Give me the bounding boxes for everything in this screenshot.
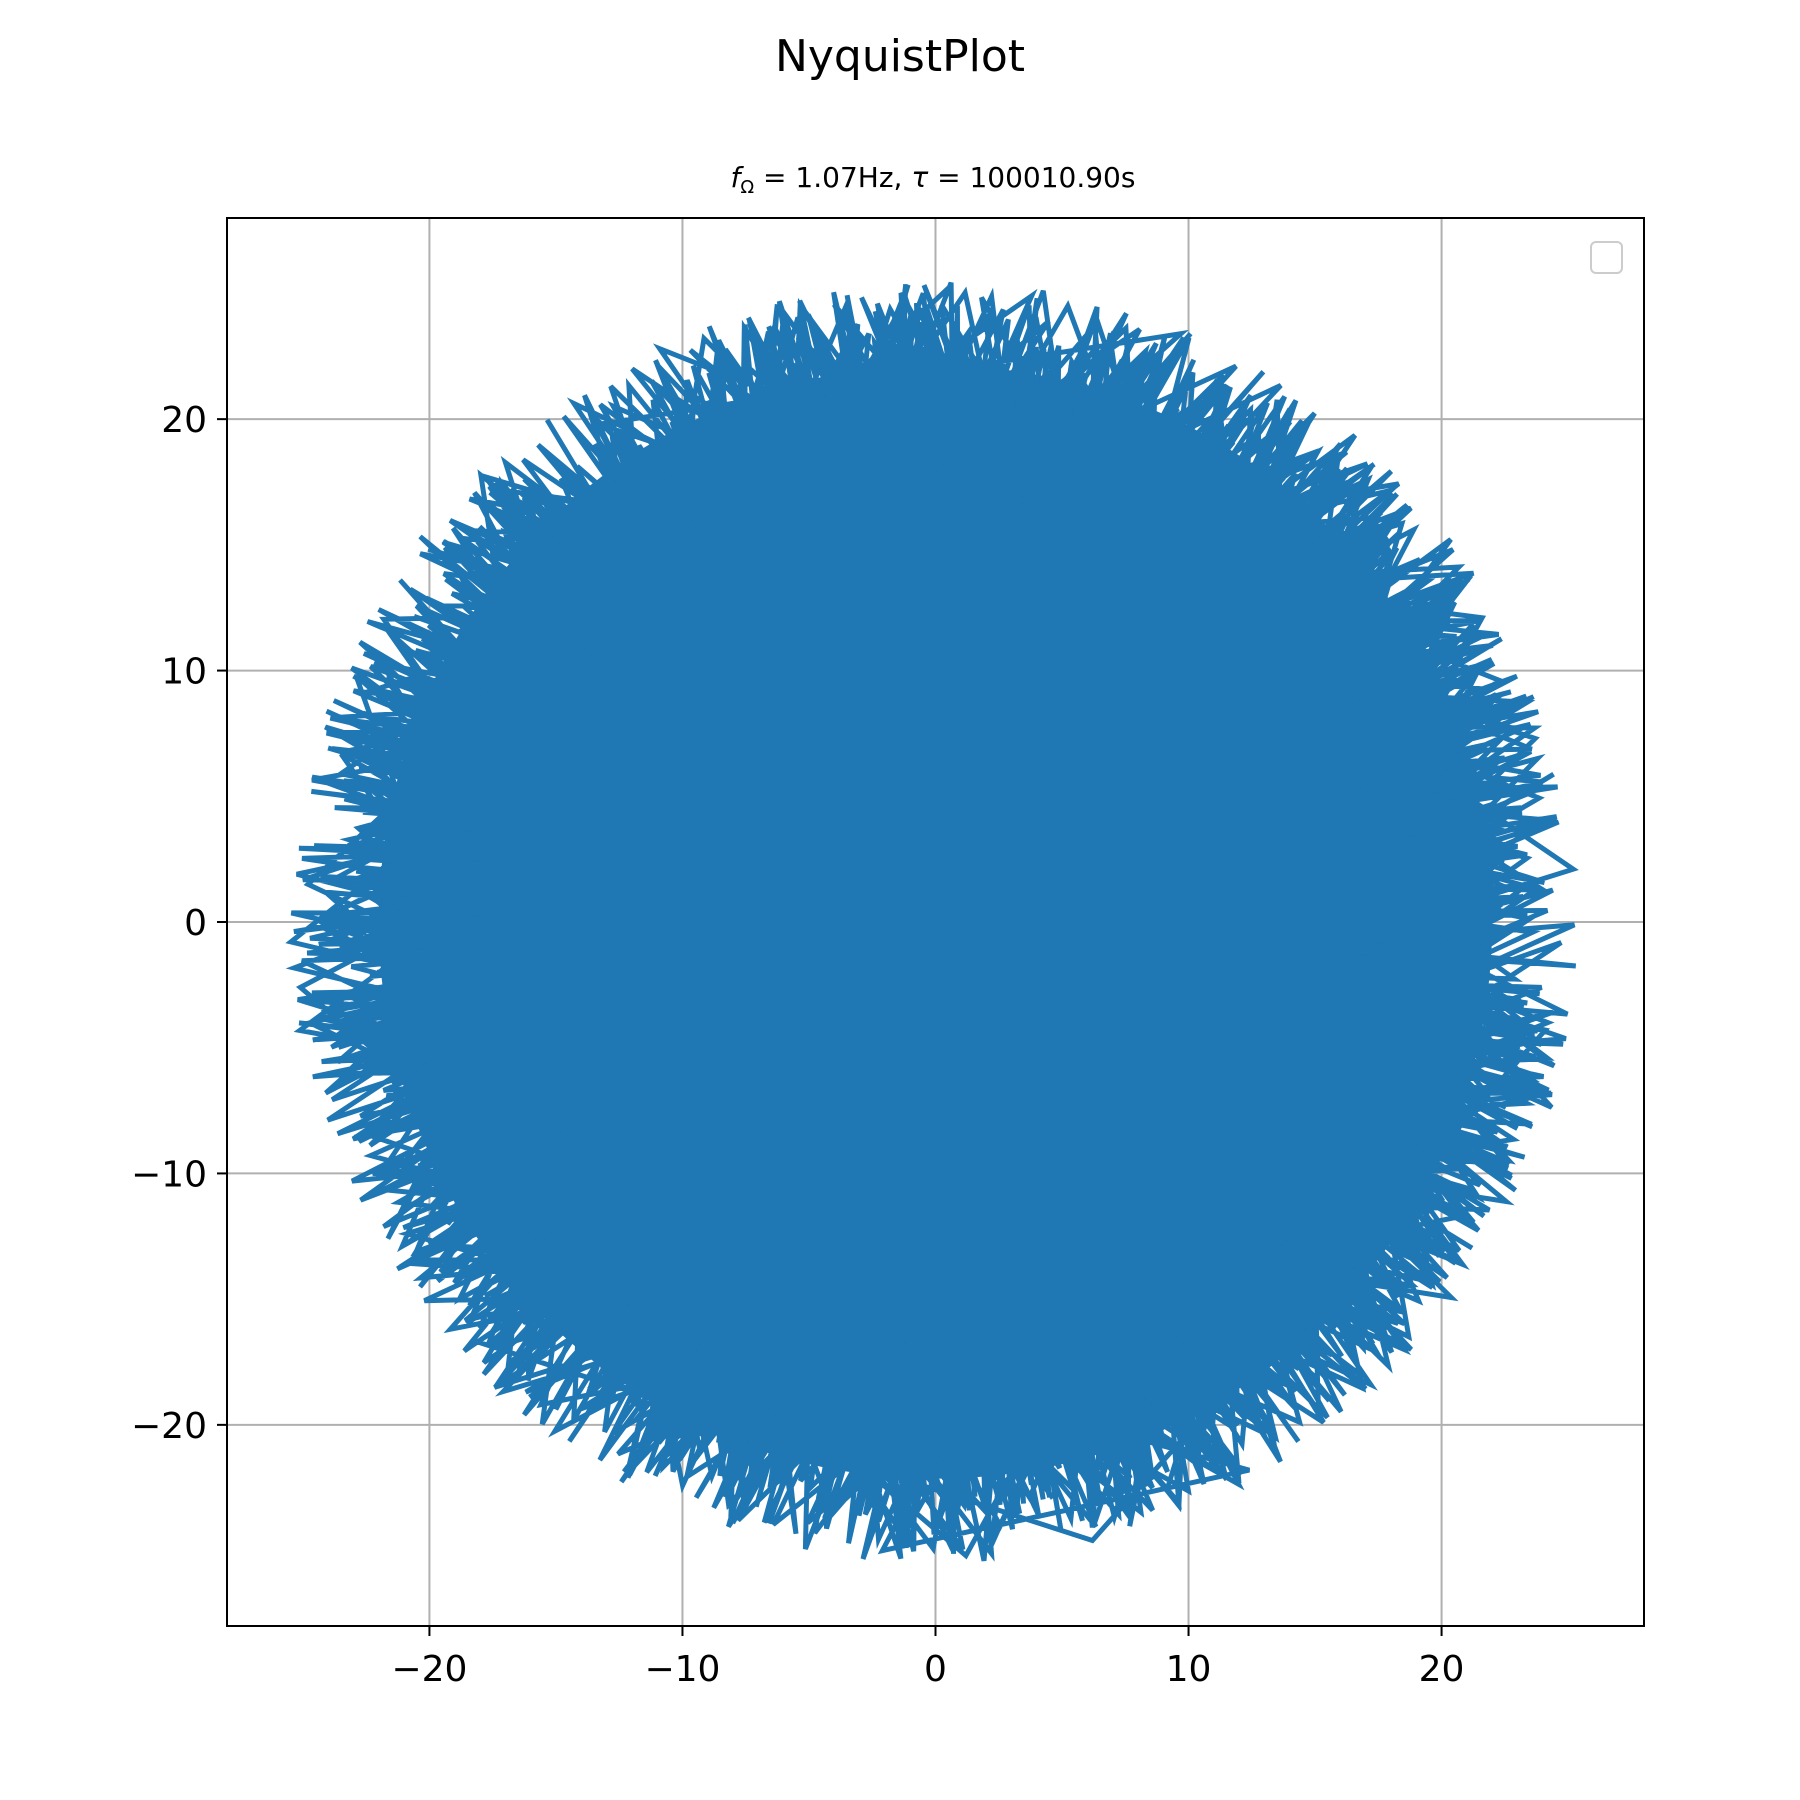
x-tick-label: −20: [391, 1649, 467, 1690]
y-tick-label: 20: [161, 400, 207, 441]
subtitle-tau-value: = 100010.90s: [928, 161, 1136, 194]
y-tick-label: 0: [184, 903, 207, 944]
y-tick-label: −10: [131, 1154, 207, 1195]
subtitle-f-subscript: Ω: [740, 177, 755, 198]
x-tick-label: 0: [924, 1649, 947, 1690]
legend-box: [1590, 241, 1623, 274]
x-tick-label: 20: [1419, 1649, 1465, 1690]
series-line: [285, 281, 1579, 1562]
axes-subtitle: fΩ = 1.07Hz, τ = 100010.90s: [0, 160, 1800, 206]
nyquist-trace: [285, 281, 1579, 1562]
axis-ticks: −20 −10 0 10 20 −20 −10 0 10 20: [131, 400, 1464, 1690]
figure-title: NyquistPlot: [774, 31, 1026, 82]
subtitle-tau-symbol: τ: [911, 161, 929, 194]
y-tick-label: −20: [131, 1406, 207, 1447]
x-tick-label: 10: [1166, 1649, 1212, 1690]
x-tick-label: −10: [644, 1649, 720, 1690]
y-tick-label: 10: [161, 652, 207, 693]
subtitle-f-value: = 1.07Hz,: [754, 161, 912, 194]
subtitle-f-symbol: f: [730, 161, 741, 194]
